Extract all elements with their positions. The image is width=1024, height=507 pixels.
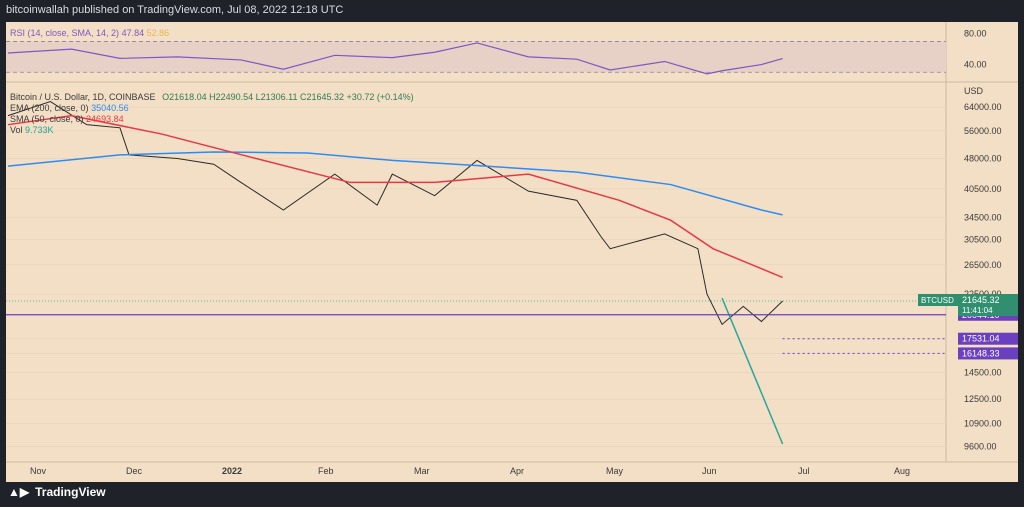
vol-label: Vol bbox=[10, 125, 23, 135]
support-level-badge bbox=[958, 332, 1018, 345]
price-axis-unit: USD bbox=[964, 86, 984, 96]
main-title: Bitcoin / U.S. Dollar, 1D, COINBASE bbox=[10, 92, 156, 102]
price-tick-label: 9600.00 bbox=[964, 441, 997, 451]
vol-value: 9.733K bbox=[25, 125, 54, 135]
series-line-ema bbox=[7, 151, 783, 216]
ohlc-values: O21618.04 H22490.54 L21306.11 C21645.32 … bbox=[162, 92, 414, 102]
price-tick-label: 40500.00 bbox=[964, 184, 1002, 194]
price-tick-label: 14500.00 bbox=[964, 368, 1002, 378]
price-tick-label: 56000.00 bbox=[964, 126, 1002, 136]
ticker-label: BTCUSD bbox=[921, 296, 954, 305]
price-badge-value: 21645.32 bbox=[962, 295, 1000, 305]
price-tick-label: 34500.00 bbox=[964, 213, 1002, 223]
ticker-badge bbox=[918, 294, 962, 307]
time-tick-label: 2022 bbox=[222, 466, 242, 476]
ema-label: EMA (200, close, 0) bbox=[10, 103, 89, 113]
time-tick-label: Nov bbox=[30, 466, 47, 476]
series-line-sma bbox=[7, 114, 783, 279]
time-tick-label: Jun bbox=[702, 466, 717, 476]
sma-value: 24693.84 bbox=[86, 114, 124, 124]
sma-label: SMA (50, close, 0) bbox=[10, 114, 84, 124]
price-tick-label: 30500.00 bbox=[964, 235, 1002, 245]
support-level-label: 17531.04 bbox=[962, 334, 1000, 344]
time-tick-label: Feb bbox=[318, 466, 334, 476]
time-tick-label: Aug bbox=[894, 466, 910, 476]
price-tick-label: 64000.00 bbox=[964, 102, 1002, 112]
footer: ▲▶ TradingView bbox=[8, 485, 106, 499]
time-tick-label: Mar bbox=[414, 466, 430, 476]
series-line-vol bbox=[721, 297, 784, 445]
rsi-tick-label: 40.00 bbox=[964, 60, 987, 70]
rsi-line bbox=[7, 42, 783, 75]
rsi-value: 47.84 bbox=[121, 28, 145, 38]
price-tick-label: 12500.00 bbox=[964, 394, 1002, 404]
time-tick-label: Apr bbox=[510, 466, 524, 476]
price-tick-label: 10900.00 bbox=[964, 419, 1002, 429]
main-legend: Bitcoin / U.S. Dollar, 1D, COINBASE O216… bbox=[10, 92, 414, 135]
rsi-tick-label: 80.00 bbox=[964, 29, 987, 39]
support-level-badge bbox=[958, 347, 1018, 360]
rsi-band bbox=[6, 41, 946, 73]
price-badge bbox=[958, 294, 1018, 317]
support-level-label: 16148.33 bbox=[962, 348, 1000, 358]
publish-header: bitcoinwallah published on TradingView.c… bbox=[6, 4, 344, 16]
ema-value: 35040.56 bbox=[91, 103, 129, 113]
rsi-label: RSI (14, close, SMA, 14, 2) bbox=[10, 28, 120, 38]
rsi-legend: RSI (14, close, SMA, 14, 2) 47.84 52.86 bbox=[10, 28, 169, 38]
tradingview-logo: TradingView bbox=[35, 485, 106, 499]
chart-svg[interactable]: 40.00 80.00 9600.00 10900.00 12500.00 14500.0… bbox=[6, 22, 1018, 482]
price-tick-label: 26500.00 bbox=[964, 260, 1002, 270]
price-badge-time: 11:41:04 bbox=[962, 306, 993, 315]
time-tick-label: Dec bbox=[126, 466, 143, 476]
rsi-sma-value: 52.86 bbox=[146, 28, 170, 38]
tradingview-logo-icon: ▲▶ bbox=[8, 485, 30, 499]
time-tick-label: May bbox=[606, 466, 624, 476]
time-tick-label: Jul bbox=[798, 466, 810, 476]
chart-area[interactable]: 40.00 80.00 9600.00 10900.00 12500.00 14500.0… bbox=[6, 22, 1018, 482]
price-tick-label: 48000.00 bbox=[964, 154, 1002, 164]
